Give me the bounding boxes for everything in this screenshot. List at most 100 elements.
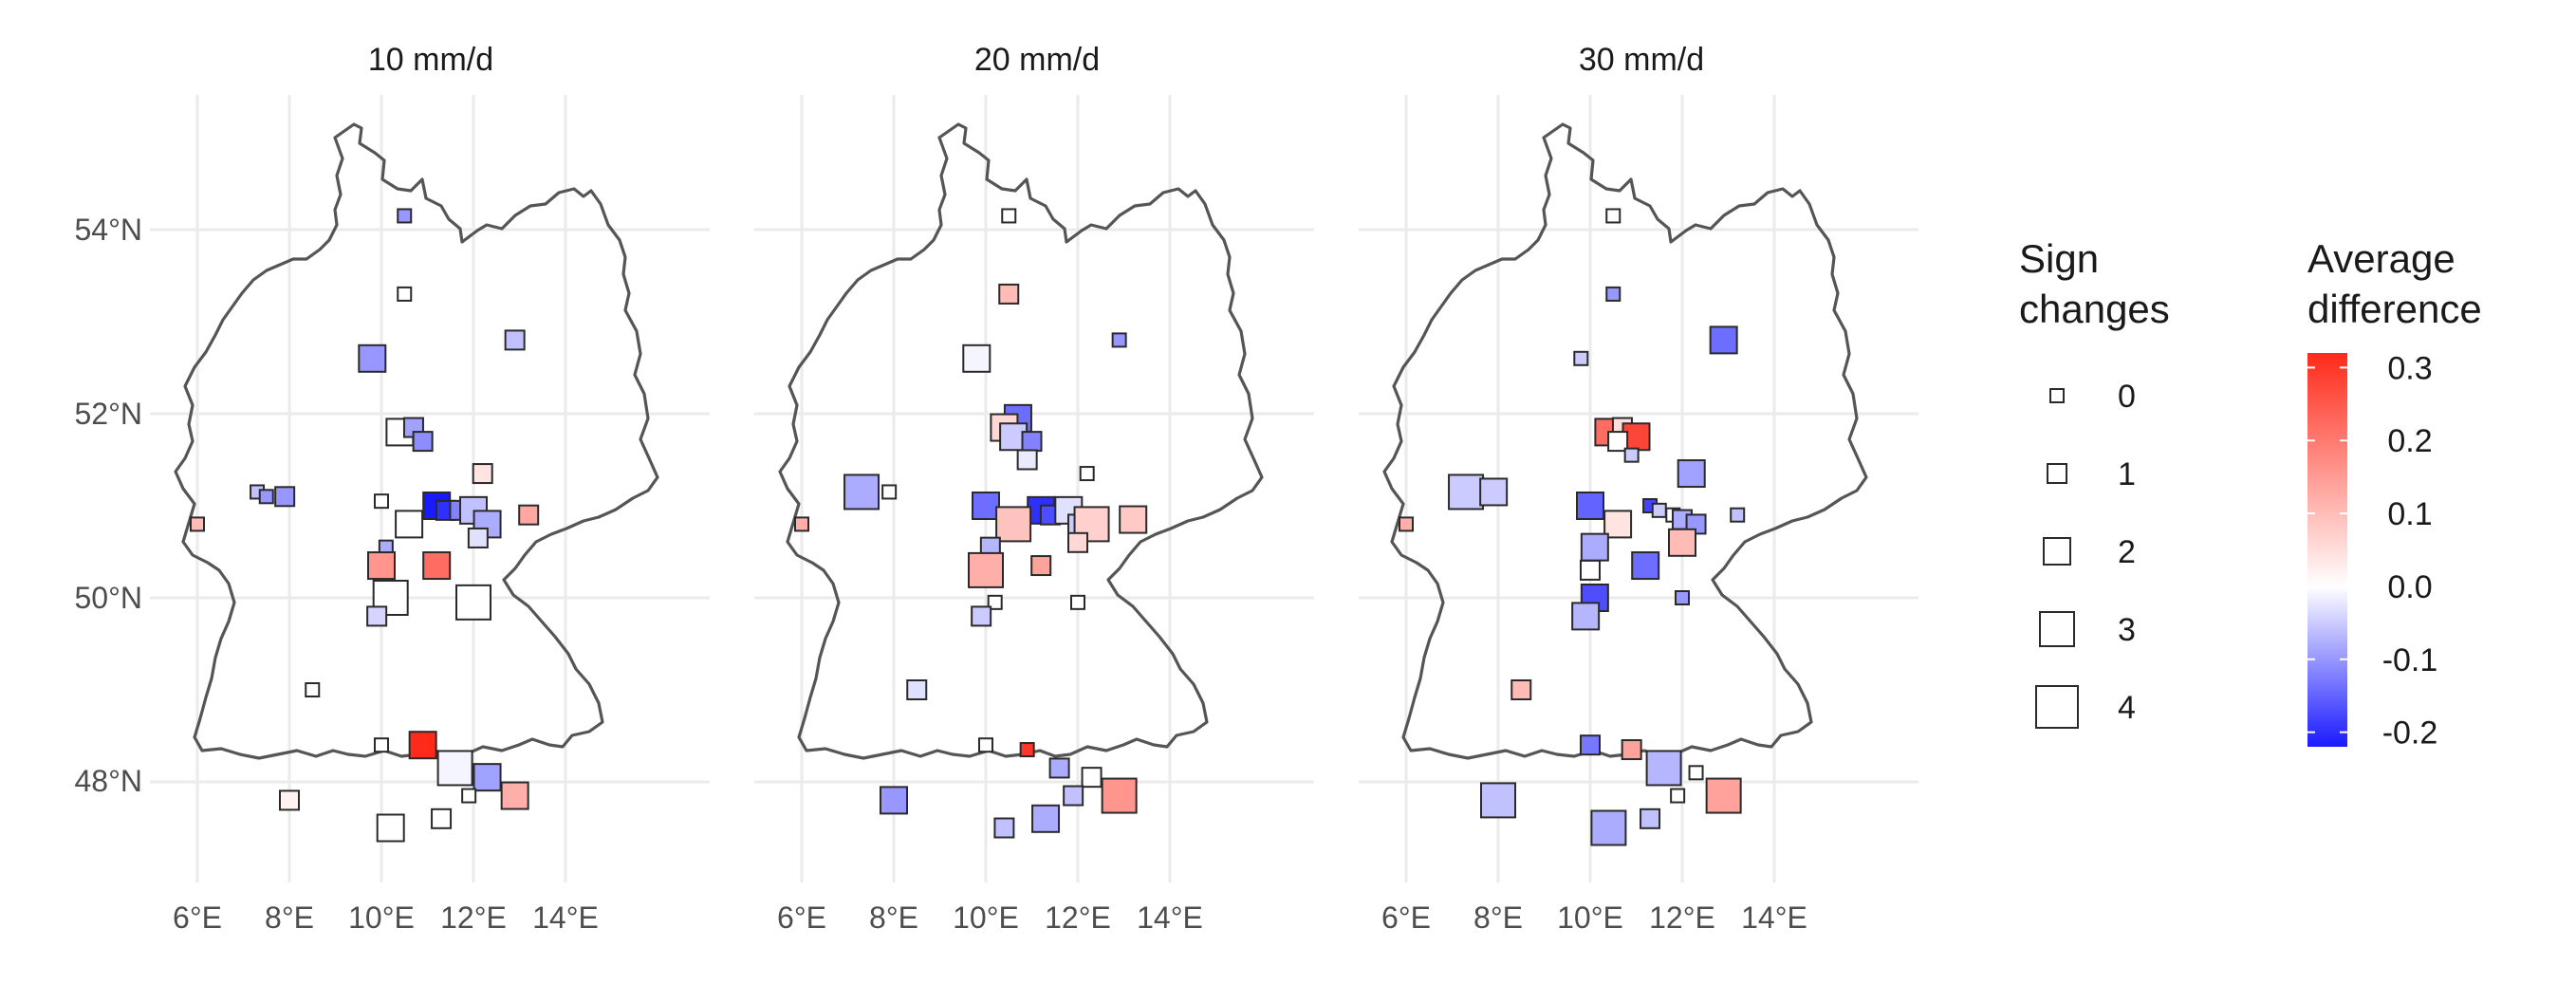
x-tick-label: 12°E [1045, 900, 1111, 935]
facet-title-3: 30 mm/d [1579, 42, 1704, 78]
station-marker [1119, 505, 1148, 534]
station-marker [881, 484, 898, 500]
station-marker [461, 788, 477, 804]
station-marker [1448, 473, 1485, 511]
station-marker [1067, 531, 1088, 553]
x-tick-label: 10°E [1557, 900, 1623, 935]
station-marker [998, 283, 1020, 305]
station-marker [436, 750, 473, 787]
station-marker [500, 781, 529, 810]
x-tick-label: 8°E [1473, 900, 1523, 935]
colorbar-label: 0.2 [2387, 423, 2432, 459]
x-tick-label: 6°E [173, 900, 222, 935]
station-marker [1031, 804, 1061, 833]
station-marker [978, 737, 993, 753]
station-marker [358, 343, 387, 373]
size-legend-label: 1 [2118, 456, 2136, 492]
size-legend-title-line1: Sign [2019, 236, 2099, 281]
station-marker [1677, 459, 1706, 489]
color-legend-title-line1: Average [2307, 236, 2456, 281]
x-tick-label: 14°E [532, 900, 599, 935]
station-marker [1048, 757, 1070, 779]
station-marker [1668, 528, 1696, 557]
map-panel-3 [1359, 95, 1918, 882]
station-marker [906, 679, 928, 700]
station-marker [971, 605, 992, 627]
station-marker [1645, 750, 1682, 787]
x-tick-label: 6°E [777, 900, 826, 935]
size-legend-key [2047, 463, 2067, 484]
colorbar-label: -0.2 [2382, 715, 2438, 752]
station-marker [473, 763, 502, 792]
station-marker [1079, 466, 1095, 482]
x-tick-label: 10°E [953, 900, 1019, 935]
station-marker [1675, 590, 1690, 605]
station-marker [880, 786, 908, 815]
station-marker [843, 473, 880, 511]
station-marker [1580, 532, 1609, 562]
station-marker [1670, 788, 1686, 804]
station-marker [1111, 332, 1127, 348]
station-marker [1001, 208, 1017, 224]
size-legend-key [2039, 611, 2075, 647]
size-legend-label: 2 [2118, 534, 2136, 570]
station-marker [374, 493, 389, 510]
station-marker [467, 527, 489, 548]
station-marker [279, 789, 300, 811]
station-marker [1607, 431, 1629, 453]
colorbar [2307, 353, 2347, 747]
facet-title-1: 10 mm/d [368, 42, 493, 78]
station-marker [995, 506, 1032, 543]
station-marker [397, 208, 413, 224]
station-marker [1576, 492, 1604, 520]
colorbar-label: -0.1 [2382, 642, 2438, 678]
station-marker [1021, 431, 1043, 453]
station-marker [1081, 767, 1103, 789]
station-marker [1580, 559, 1601, 581]
y-tick-label-48: 48°N [75, 764, 143, 798]
station-marker [962, 343, 991, 373]
station-marker [366, 605, 388, 627]
station-marker [1590, 809, 1627, 846]
station-marker [1479, 477, 1509, 507]
size-legend-key [2043, 537, 2071, 566]
station-marker [993, 817, 1015, 839]
size-legend-label: 4 [2118, 690, 2136, 726]
station-marker [987, 594, 1003, 610]
station-marker [374, 737, 389, 753]
station-marker [1016, 449, 1038, 471]
station-marker [794, 516, 809, 532]
size-legend-label: 3 [2118, 612, 2136, 648]
station-marker [367, 551, 396, 581]
x-tick-label: 12°E [1649, 900, 1715, 935]
size-legend-key [2035, 685, 2079, 729]
station-marker [1705, 777, 1742, 814]
colorbar-label: 0.1 [2387, 496, 2432, 532]
size-legend-title-line2: changes [2019, 287, 2170, 331]
station-marker [1399, 516, 1414, 532]
x-tick-label: 8°E [869, 900, 918, 935]
x-tick-label: 10°E [348, 900, 415, 935]
station-marker [1510, 679, 1532, 700]
station-marker [1631, 551, 1660, 581]
x-tick-label: 12°E [440, 900, 507, 935]
station-marker [1688, 765, 1704, 781]
y-tick-label-50: 50°N [75, 581, 143, 615]
station-marker [1063, 785, 1084, 807]
station-marker [1621, 739, 1642, 761]
station-marker [431, 808, 453, 829]
station-marker [504, 329, 526, 351]
station-marker [1030, 555, 1052, 577]
size-legend: Sign changes 0 1 2 3 4 [2019, 236, 2170, 729]
station-marker [397, 286, 413, 302]
station-marker [1070, 594, 1085, 610]
station-marker [395, 510, 424, 539]
station-marker [1573, 350, 1589, 366]
y-tick-label-54: 54°N [75, 213, 143, 247]
station-marker [258, 489, 274, 505]
colorbar-label: 0.3 [2387, 350, 2432, 386]
x-tick-label: 6°E [1381, 900, 1431, 935]
station-marker [972, 492, 1000, 520]
station-marker [422, 551, 452, 581]
